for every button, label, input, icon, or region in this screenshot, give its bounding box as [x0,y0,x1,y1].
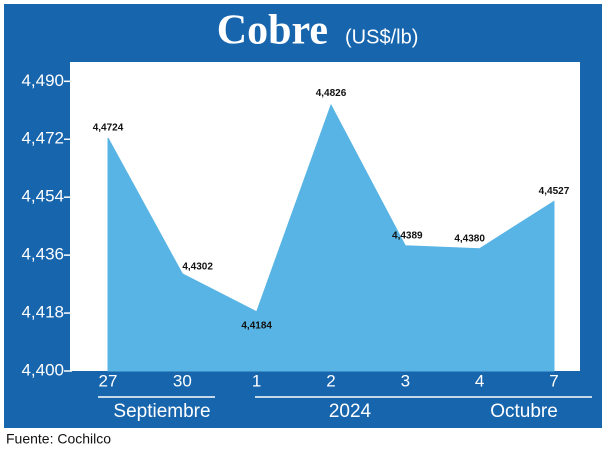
value-label: 4,4184 [241,320,272,331]
y-tick-label: 4,454 [21,187,64,206]
x-tick-label: 2 [326,371,335,390]
x-tick-label: 30 [173,371,192,390]
value-label: 4,4302 [182,261,213,272]
value-label: 4,4527 [539,186,570,197]
x-tick-label: 3 [401,371,410,390]
month-label: Octubre [490,401,558,422]
month-label: Septiembre [113,401,210,422]
y-tick-label: 4,436 [21,245,64,264]
x-tick-label: 4 [475,371,484,390]
source-note: Fuente: Cochilco [6,431,111,447]
x-tick-label: 27 [99,371,118,390]
y-tick-label: 4,400 [21,360,64,379]
chart-subtitle: (US$/lb) [345,26,418,48]
year-label: 2024 [329,401,372,422]
value-label: 4,4389 [392,230,423,241]
x-tick-label: 1 [252,371,261,390]
value-label: 4,4826 [316,88,347,99]
area [107,103,555,372]
y-tick-label: 4,472 [21,129,64,148]
chart-title: Cobre [217,8,328,54]
y-tick-label: 4,490 [21,71,64,90]
y-tick-label: 4,418 [21,303,64,322]
value-label: 4,4380 [454,233,485,244]
x-tick-label: 7 [549,371,558,390]
value-label: 4,4724 [93,123,124,134]
